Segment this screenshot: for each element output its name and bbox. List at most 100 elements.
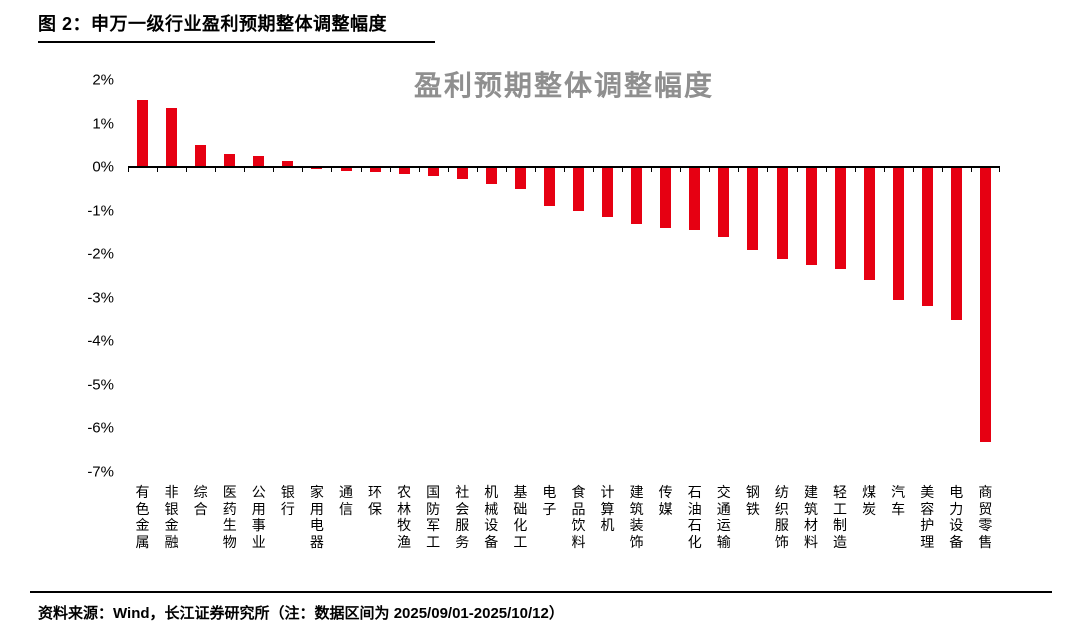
category-label: 汽车: [891, 484, 906, 517]
axis-tick: [767, 167, 769, 173]
bar: [166, 108, 178, 168]
bar: [224, 154, 236, 168]
figure-caption: 图 2：申万一级行业盈利预期整体调整幅度: [38, 10, 436, 43]
axis-tick: [331, 167, 333, 173]
axis-tick: [796, 167, 798, 173]
category-label: 国防军工: [426, 484, 441, 550]
y-tick-label: -4%: [87, 332, 114, 350]
bar: [282, 160, 294, 168]
bar: [456, 167, 468, 180]
category-label: 煤炭: [862, 484, 877, 517]
category-label: 商贸零售: [978, 484, 993, 550]
bar: [863, 167, 875, 281]
axis-tick: [854, 167, 856, 173]
axis-tick: [534, 167, 536, 173]
axis-tick: [186, 167, 188, 173]
bar: [660, 167, 672, 229]
category-label: 银行: [280, 484, 295, 517]
bar: [398, 167, 410, 174]
axis-tick: [447, 167, 449, 173]
category-label: 通信: [338, 484, 353, 517]
category-label: 基础化工: [513, 484, 528, 550]
plot-area: [128, 80, 1000, 472]
category-label: 计算机: [600, 484, 615, 534]
axis-tick: [941, 167, 943, 173]
axis-tick: [564, 167, 565, 173]
axis-tick: [680, 167, 682, 173]
category-label: 机械设备: [484, 484, 499, 550]
y-tick-label: 1%: [92, 115, 114, 133]
category-label: 电力设备: [949, 484, 964, 550]
bar: [718, 167, 730, 237]
axis-tick: [970, 167, 972, 173]
category-label: 有色金属: [135, 484, 150, 550]
bar: [427, 167, 439, 176]
bar: [892, 167, 904, 300]
axis-tick: [360, 167, 362, 173]
category-label: 建筑材料: [803, 484, 818, 550]
bar: [602, 167, 614, 218]
bar: [573, 167, 585, 211]
y-tick-label: -1%: [87, 202, 114, 220]
bar: [253, 156, 265, 168]
bar: [805, 167, 817, 266]
bar: [543, 167, 555, 207]
category-labels: 有色金属 非银金融 综合 医药生物 公用事业 银行 家用电器 通信 环保 农林牧渔 国防军工 社会服务…: [128, 484, 1000, 592]
bar: [921, 167, 933, 307]
category-label: 传媒: [658, 484, 673, 517]
y-tick-label: 2%: [92, 71, 114, 89]
bar: [340, 167, 352, 171]
bar: [514, 167, 526, 189]
y-tick-label: -7%: [87, 463, 114, 481]
bar: [195, 145, 207, 168]
bar: [979, 167, 991, 442]
y-tick-label: -6%: [87, 419, 114, 437]
category-label: 建筑装饰: [629, 484, 644, 550]
category-label: 钢铁: [745, 484, 760, 517]
axis-tick: [273, 167, 275, 173]
category-label: 公用事业: [251, 484, 266, 550]
bar: [631, 167, 643, 224]
axis-tick: [418, 167, 420, 173]
axis-tick: [215, 167, 217, 173]
axis-tick: [622, 167, 624, 173]
axis-tick: [157, 167, 159, 173]
category-label: 非银金融: [164, 484, 179, 550]
axis-tick: [476, 167, 478, 173]
axis-tick: [999, 167, 1000, 173]
bar: [689, 167, 701, 231]
category-label: 医药生物: [222, 484, 237, 550]
bar: [137, 99, 149, 168]
category-label: 电子: [542, 484, 557, 517]
axis-tick: [651, 167, 653, 173]
axis-tick: [128, 167, 129, 173]
bar: [950, 167, 962, 320]
y-tick-label: -3%: [87, 289, 114, 307]
bar: [747, 167, 759, 250]
category-label: 美容护理: [920, 484, 935, 550]
bar: [834, 167, 846, 270]
axis-tick: [738, 167, 740, 173]
axis-tick: [825, 167, 827, 173]
y-tick-label: -2%: [87, 245, 114, 263]
bar: [485, 167, 497, 184]
axis-tick: [389, 167, 391, 173]
category-label: 交通运输: [716, 484, 731, 550]
category-label: 轻工制造: [833, 484, 848, 550]
category-label: 环保: [368, 484, 383, 517]
footer-divider: [30, 591, 1052, 593]
axis-tick: [883, 167, 885, 173]
axis-tick: [302, 167, 304, 173]
category-label: 家用电器: [309, 484, 324, 550]
y-tick-label: -5%: [87, 376, 114, 394]
category-label: 农林牧渔: [397, 484, 412, 550]
bar: [776, 167, 788, 259]
category-label: 纺织服饰: [774, 484, 789, 550]
category-label: 食品饮料: [571, 484, 586, 550]
axis-tick: [244, 167, 246, 173]
category-label: 综合: [193, 484, 208, 517]
source-note: 资料来源：Wind，长江证券研究所（注：数据区间为 2025/09/01-202…: [38, 605, 564, 622]
y-tick-label: 0%: [92, 158, 114, 176]
bar: [369, 167, 381, 173]
